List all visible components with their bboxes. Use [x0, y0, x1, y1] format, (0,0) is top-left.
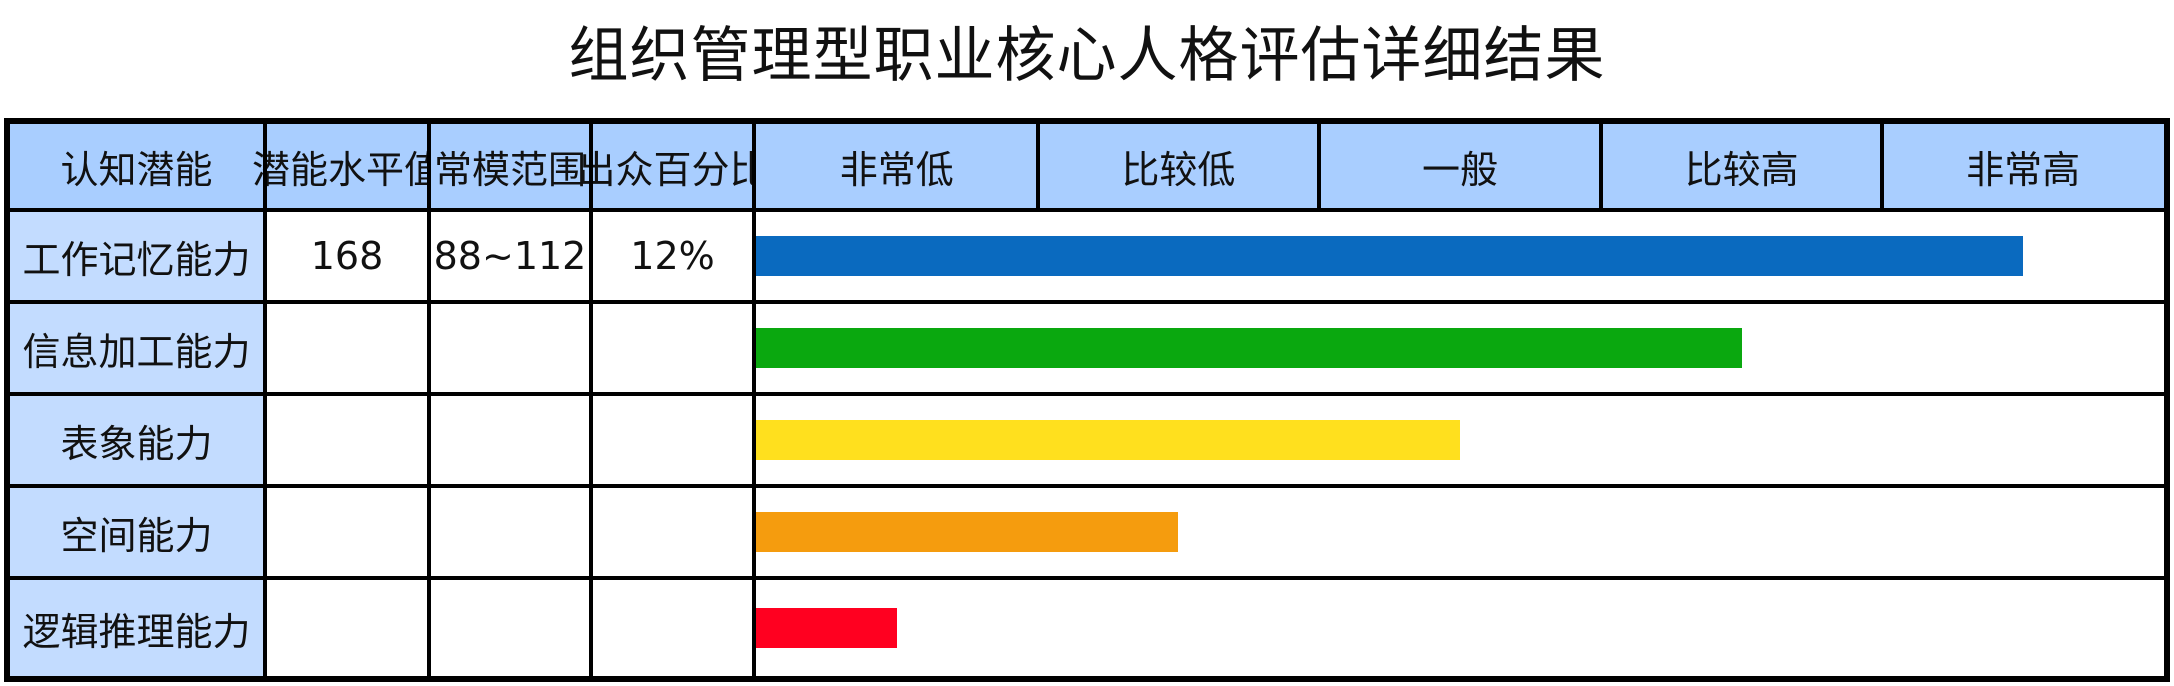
scale-label-3: 比较高: [1600, 124, 1883, 208]
column-divider: [427, 118, 431, 682]
header-cognitive-potential: 认知潜能: [10, 124, 263, 208]
row-divider: [4, 576, 2170, 580]
bar-2: [756, 328, 1742, 368]
assessment-table: 认知潜能 潜能水平值 常模范围 出众百分比 非常低 比较低 一般 比较高 非常高 工作记…: [4, 118, 2170, 682]
column-divider: [589, 118, 593, 682]
header-norm-range: 常模范围: [431, 124, 589, 208]
row-percent: [593, 304, 752, 392]
chart-title: 组织管理型职业核心人格评估详细结果: [568, 21, 1606, 91]
row-percent: [593, 396, 752, 484]
scale-divider: [1880, 118, 1885, 212]
row-label: 逻辑推理能力: [10, 580, 263, 676]
scale-label-4: 非常高: [1882, 124, 2164, 208]
bar-3: [756, 420, 1460, 460]
header-potential-level: 潜能水平值: [252, 124, 442, 208]
row-norm: [431, 304, 589, 392]
row-level: [267, 488, 427, 576]
row-level: [267, 396, 427, 484]
row-norm: 88~112: [433, 234, 587, 278]
row-label: 表象能力: [10, 396, 263, 484]
scale-label-0: 非常低: [756, 124, 1038, 208]
row-divider: [4, 300, 2170, 304]
scale-label-2: 一般: [1319, 124, 1601, 208]
scale-label-1: 比较低: [1037, 124, 1320, 208]
bar-5: [756, 608, 897, 648]
row-norm: [431, 396, 589, 484]
row-level: [267, 580, 427, 676]
row-level: [267, 304, 427, 392]
scale-divider: [1317, 118, 1322, 212]
row-label: 信息加工能力: [10, 304, 263, 392]
row-divider: [4, 392, 2170, 396]
row-percent: 12%: [630, 234, 715, 278]
row-divider: [4, 208, 2170, 212]
row-label: 工作记忆能力: [10, 212, 263, 300]
scale-divider: [1598, 118, 1603, 212]
column-divider: [263, 118, 267, 682]
bar-4: [756, 512, 1179, 552]
bar-1: [756, 236, 2024, 276]
column-divider: [752, 118, 756, 682]
row-norm: [431, 580, 589, 676]
row-level: 168: [310, 234, 384, 278]
row-label: 空间能力: [10, 488, 263, 576]
row-divider: [4, 484, 2170, 488]
row-percent: [593, 488, 752, 576]
row-norm: [431, 488, 589, 576]
header-outstanding-percent: 出众百分比: [578, 124, 768, 208]
row-percent: [593, 580, 752, 676]
scale-divider: [1035, 118, 1040, 212]
